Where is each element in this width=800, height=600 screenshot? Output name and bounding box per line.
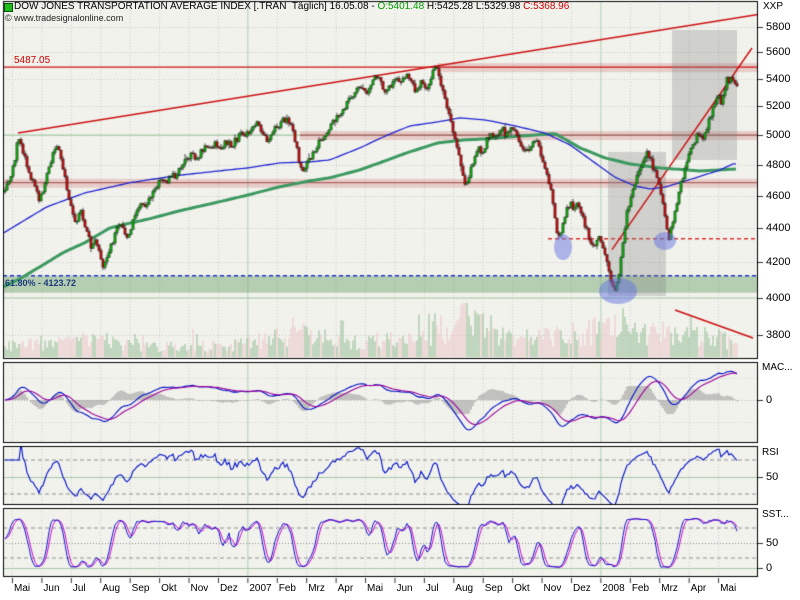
indicator-axis-label: 0 <box>766 394 773 406</box>
price-axis-label: 4400 <box>766 222 791 235</box>
indicator-axis-label: 0 <box>766 562 773 574</box>
corner-symbol-badge: XXP <box>763 1 784 12</box>
time-axis-label: Jul <box>72 583 86 594</box>
time-axis-label: Mai <box>367 583 384 594</box>
time-axis-label: Aug <box>455 583 474 594</box>
time-axis-label: Jun <box>43 583 60 594</box>
time-axis-label: Apr <box>337 583 354 594</box>
chart-title: DOW JONES TRANSPORTATION AVERAGE INDEX [… <box>14 1 378 12</box>
time-axis-label: Mai <box>14 583 31 594</box>
time-axis-label: Dez <box>219 583 238 594</box>
price-axis-label: 4800 <box>766 158 791 171</box>
time-axis-label: 2008 <box>602 583 625 594</box>
price-axis-label: 4200 <box>766 256 791 269</box>
price-axis-label: 3800 <box>766 329 791 342</box>
source-watermark: © www.tradesignalonline.com <box>5 13 124 23</box>
price-axis-label: 4600 <box>766 189 791 202</box>
open-value: O:5401.48 <box>377 1 425 12</box>
time-axis-label: Aug <box>102 583 121 594</box>
time-axis-label: Jun <box>396 583 413 594</box>
time-axis-label: Mai <box>720 583 737 594</box>
time-axis-label: Dez <box>572 583 591 594</box>
time-axis-label: 2007 <box>249 583 272 594</box>
time-axis-label: Okt <box>161 583 177 594</box>
chart-header: DOW JONES TRANSPORTATION AVERAGE INDEX [… <box>14 1 569 12</box>
price-axis-label: 4000 <box>766 291 791 304</box>
price-axis-label: 5400 <box>766 72 791 85</box>
time-axis-label: Mrz <box>308 583 325 594</box>
macd-pane-label: MAC... <box>762 362 793 373</box>
time-axis-label: Feb <box>631 583 650 594</box>
time-axis-label: Apr <box>690 583 707 594</box>
price-axis-label: 5200 <box>766 100 791 113</box>
time-axis-label: Sep <box>484 583 503 594</box>
time-axis-label: Okt <box>514 583 530 594</box>
price-axis-label: 5800 <box>766 20 791 33</box>
time-axis-label: Nov <box>190 583 209 594</box>
close-value: C:5368.96 <box>523 1 570 12</box>
fibonacci-level-label: 61.80% - 4123.72 <box>5 278 77 288</box>
resistance-price-label: 5487.05 <box>14 55 51 66</box>
time-axis-label: Mrz <box>661 583 678 594</box>
price-axis-label: 5000 <box>766 129 791 142</box>
price-axis-label: 5600 <box>766 46 791 59</box>
time-axis-label: Jul <box>425 583 439 594</box>
time-axis-label: Sep <box>131 583 150 594</box>
sst-pane-label: SST... <box>762 509 789 520</box>
time-axis-label: Feb <box>278 583 296 594</box>
rsi-pane-label: RSI <box>762 447 779 458</box>
instrument-icon <box>4 3 13 12</box>
indicator-axis-label: 50 <box>766 537 779 549</box>
time-axis-label: Nov <box>543 583 562 594</box>
high-low-values: H:5425.28 L:5329.98 <box>424 1 524 12</box>
indicator-axis-label: 50 <box>766 471 779 483</box>
